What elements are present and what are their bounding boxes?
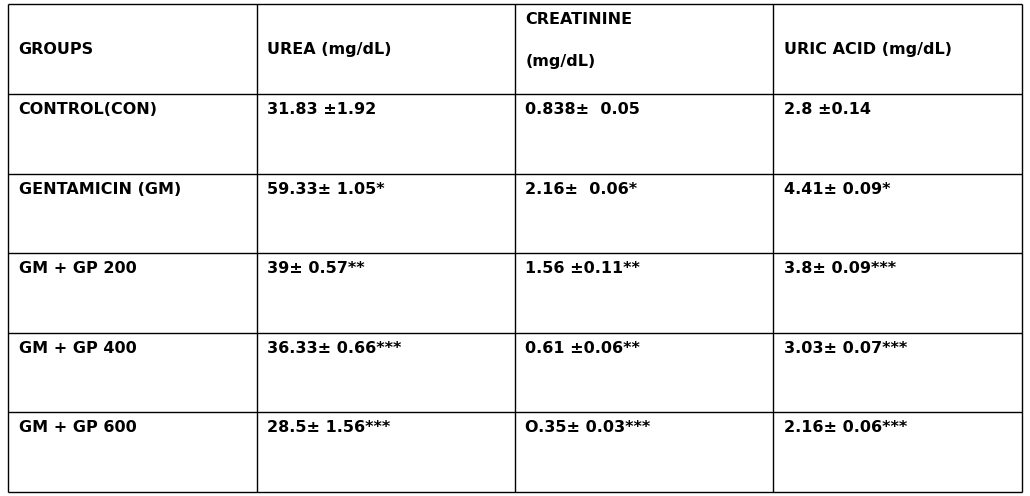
Text: 31.83 ±1.92: 31.83 ±1.92	[267, 102, 376, 117]
Text: 3.03± 0.07***: 3.03± 0.07***	[784, 341, 907, 356]
Text: UREA (mg/dL): UREA (mg/dL)	[267, 42, 391, 57]
Text: URIC ACID (mg/dL): URIC ACID (mg/dL)	[784, 42, 952, 57]
Text: 4.41± 0.09*: 4.41± 0.09*	[784, 182, 890, 197]
Text: GM + GP 600: GM + GP 600	[19, 421, 136, 435]
Text: GROUPS: GROUPS	[19, 42, 94, 57]
Text: 39± 0.57**: 39± 0.57**	[267, 261, 365, 276]
Text: 2.8 ±0.14: 2.8 ±0.14	[784, 102, 870, 117]
Text: 2.16± 0.06***: 2.16± 0.06***	[784, 421, 907, 435]
Text: 0.838±  0.05: 0.838± 0.05	[525, 102, 641, 117]
Text: GM + GP 400: GM + GP 400	[19, 341, 136, 356]
Text: 0.61 ±0.06**: 0.61 ±0.06**	[525, 341, 641, 356]
Text: 59.33± 1.05*: 59.33± 1.05*	[267, 182, 384, 197]
Text: GM + GP 200: GM + GP 200	[19, 261, 136, 276]
Text: CONTROL(CON): CONTROL(CON)	[19, 102, 158, 117]
Text: 28.5± 1.56***: 28.5± 1.56***	[267, 421, 390, 435]
Text: 2.16±  0.06*: 2.16± 0.06*	[525, 182, 638, 197]
Text: O.35± 0.03***: O.35± 0.03***	[525, 421, 651, 435]
Text: GENTAMICIN (GM): GENTAMICIN (GM)	[19, 182, 181, 197]
Text: 1.56 ±0.11**: 1.56 ±0.11**	[525, 261, 641, 276]
Text: 3.8± 0.09***: 3.8± 0.09***	[784, 261, 896, 276]
Text: CREATININE

(mg/dL): CREATININE (mg/dL)	[525, 12, 632, 69]
Text: 36.33± 0.66***: 36.33± 0.66***	[267, 341, 402, 356]
